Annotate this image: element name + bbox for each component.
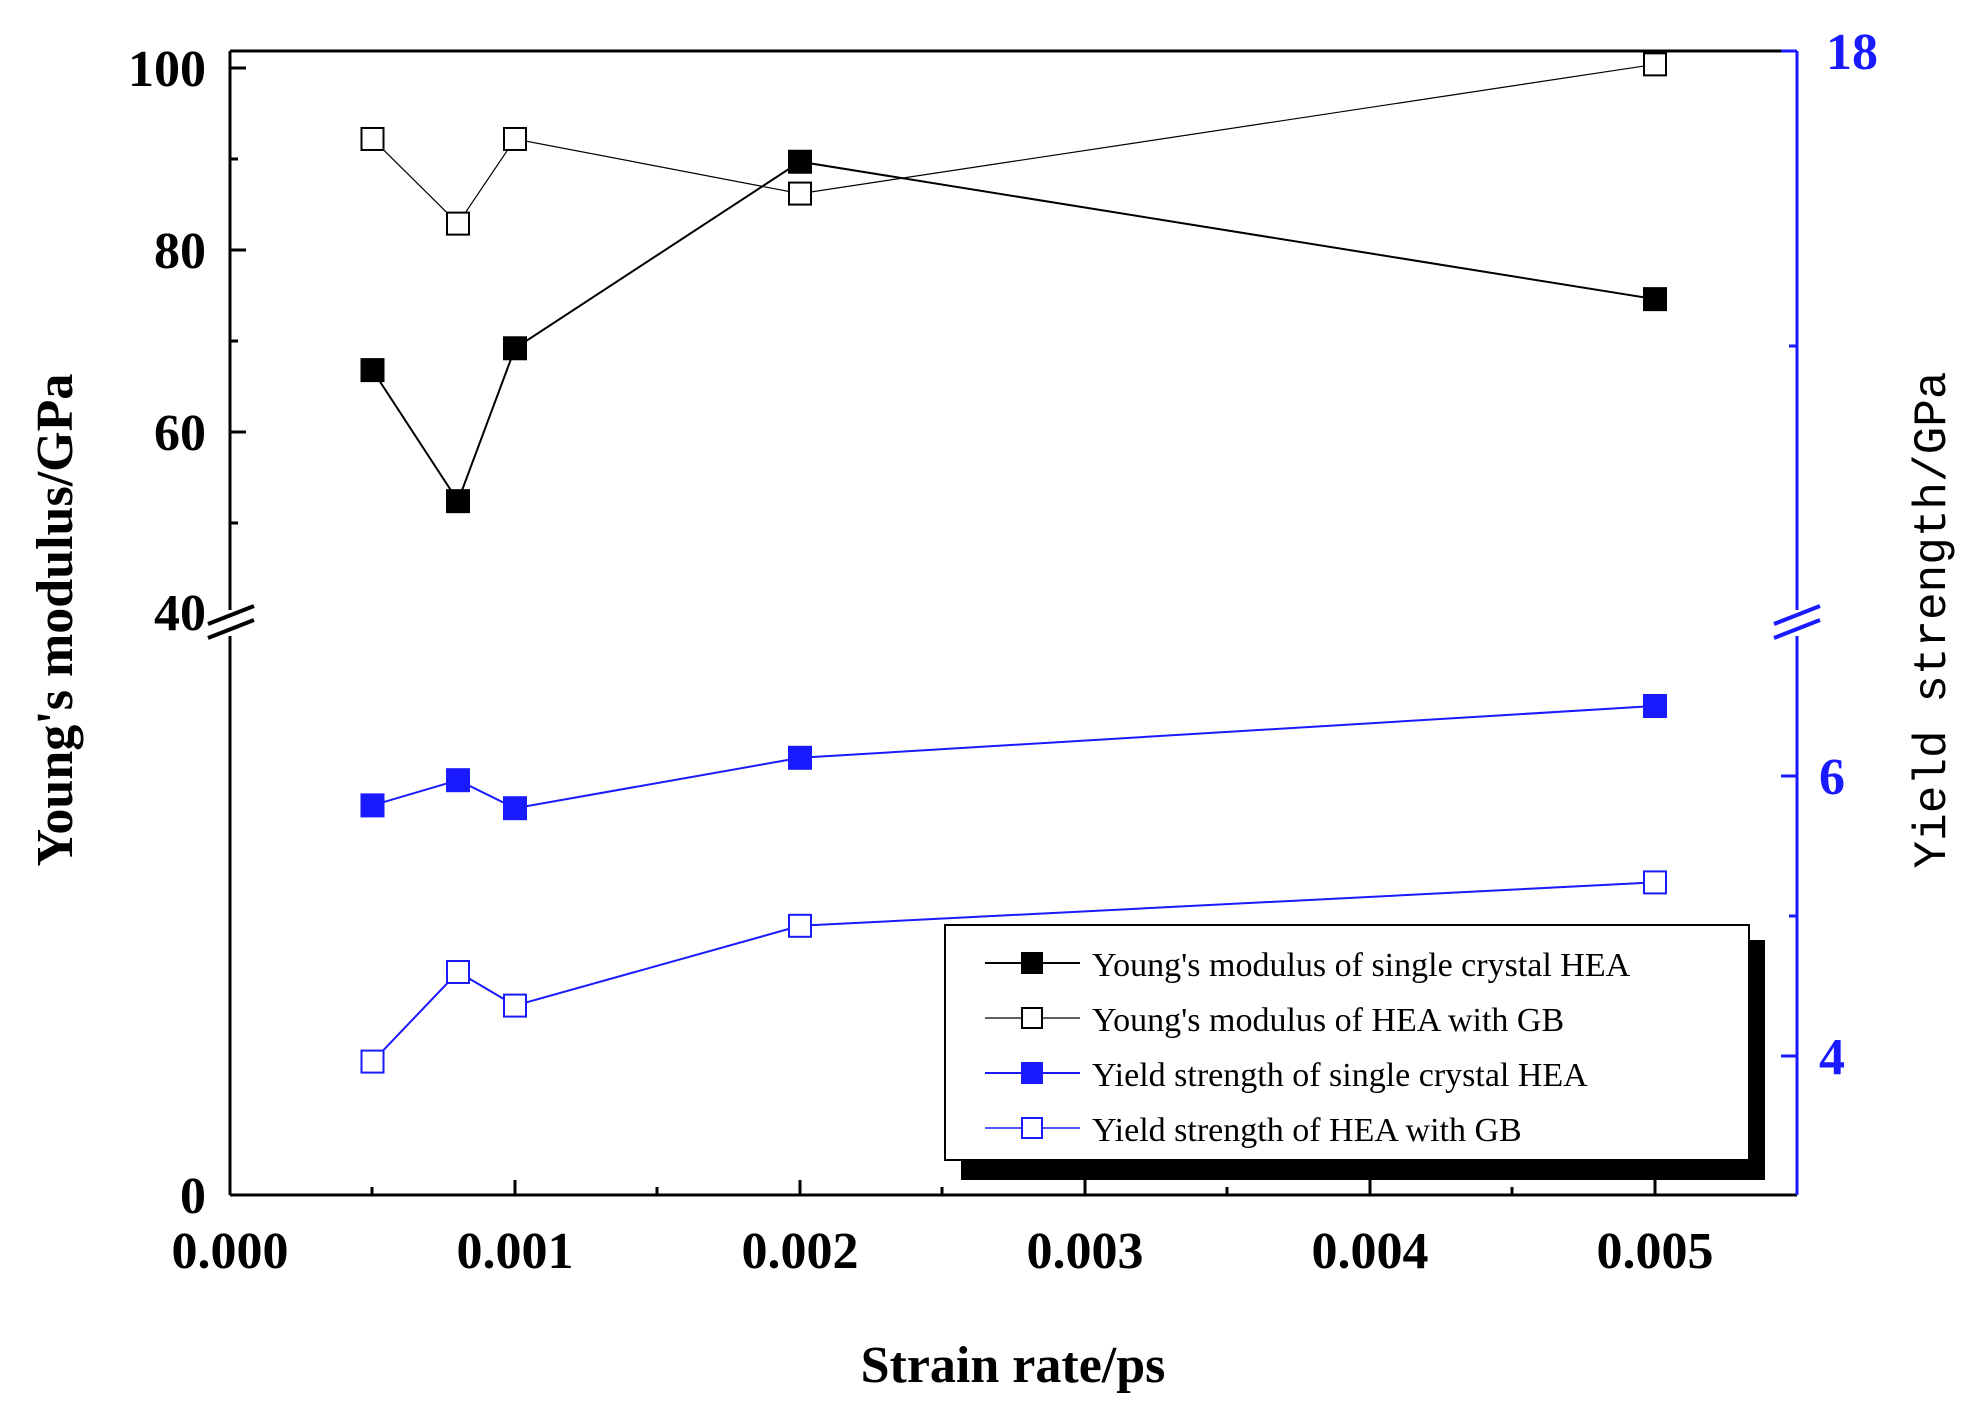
data-point-series-1-2 <box>446 489 470 514</box>
legend-marker-open-blue <box>1021 1117 1043 1139</box>
x-tick-label: 0.003 <box>1027 1223 1144 1280</box>
data-point-series-4-3 <box>503 993 527 1018</box>
y-left-tick-label: 40 <box>154 585 206 642</box>
x-tick-label: 0.001 <box>457 1223 574 1280</box>
y-left-tick-label: 60 <box>154 405 206 462</box>
data-point-series-3-4 <box>788 745 812 770</box>
y-right-tick-label: 4 <box>1819 1029 1845 1086</box>
data-point-series-2-3 <box>503 126 527 151</box>
data-point-series-4-1 <box>360 1049 385 1074</box>
data-point-series-3-5 <box>1643 694 1667 718</box>
data-point-series-4-5 <box>1643 870 1667 895</box>
data-point-series-1-1 <box>360 358 385 383</box>
legend-marker-filled-black <box>1021 952 1043 974</box>
x-tick-label: 0.005 <box>1597 1223 1714 1280</box>
axis-break-right <box>1773 604 1821 640</box>
series-line-2 <box>372 63 1656 225</box>
right-y-ticks <box>1781 49 1797 1058</box>
x-tick-labels: 0.000 0.001 0.002 0.003 0.004 0.005 <box>172 1223 1714 1280</box>
data-point-series-1-3 <box>503 336 527 361</box>
data-point-series-1-5 <box>1643 287 1667 312</box>
x-tick-label: 0.000 <box>172 1223 289 1280</box>
legend: Young's modulus of single crystal HEA Yo… <box>944 924 1765 1180</box>
data-point-series-3-3 <box>503 796 527 821</box>
y-axis-title-right: Yield strength/GPa <box>1907 372 1959 869</box>
data-point-series-2-1 <box>360 126 385 151</box>
data-point-series-3-1 <box>360 793 385 818</box>
data-point-series-2-2 <box>446 211 470 236</box>
data-point-series-2-4 <box>788 181 812 206</box>
right-y-tick-labels: 4 6 18 <box>1819 24 1878 1086</box>
x-tick-label: 0.002 <box>742 1223 859 1280</box>
legend-label: Yield strength of single crystal HEA <box>1092 1057 1588 1094</box>
y-axis-title-left: Young's modulus/GPa <box>27 374 84 867</box>
series-layer <box>360 52 1667 1074</box>
data-point-series-1-4 <box>788 149 812 174</box>
data-point-series-4-4 <box>788 913 812 938</box>
left-y-ticks <box>230 66 246 1197</box>
data-point-series-4-2 <box>446 960 470 984</box>
data-point-series-3-2 <box>446 768 470 793</box>
legend-label: Young's modulus of HEA with GB <box>1092 1002 1564 1039</box>
y-left-tick-label: 80 <box>154 223 206 280</box>
series-line-1 <box>371 160 1656 504</box>
axis-break-left <box>207 604 255 640</box>
x-ticks <box>228 1180 1657 1195</box>
x-tick-label: 0.004 <box>1312 1223 1429 1280</box>
y-right-tick-label: 18 <box>1826 24 1878 81</box>
legend-box <box>944 924 1750 1161</box>
legend-marker-open-black <box>1021 1007 1043 1029</box>
data-point-series-2-5 <box>1643 52 1667 77</box>
series-line-3 <box>372 705 1656 810</box>
legend-label: Yield strength of HEA with GB <box>1092 1112 1522 1149</box>
legend-label: Young's modulus of single crystal HEA <box>1092 947 1631 984</box>
y-left-tick-label: 100 <box>128 41 206 98</box>
y-right-tick-label: 6 <box>1819 749 1845 806</box>
legend-marker-filled-blue <box>1021 1062 1043 1084</box>
x-axis-title: Strain rate/ps <box>861 1337 1166 1394</box>
y-left-tick-label: 0 <box>180 1168 206 1225</box>
left-y-tick-labels: 0 40 60 80 100 <box>128 41 206 1225</box>
